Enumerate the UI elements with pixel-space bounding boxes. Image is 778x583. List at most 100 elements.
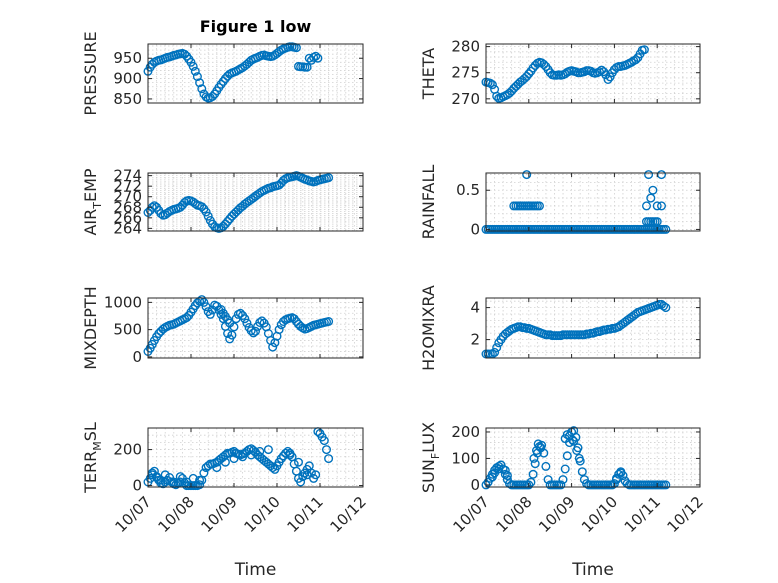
axes-frame [485, 297, 701, 359]
y-tick-label: 274 [113, 167, 142, 185]
axes-frame [485, 172, 701, 232]
data-point [238, 452, 248, 462]
data-point [203, 211, 213, 221]
data-point [188, 473, 198, 483]
data-point [560, 464, 570, 474]
axes-frame [485, 427, 701, 488]
y-tick-label: 0 [470, 476, 480, 494]
y-axis-label-suffix: SL [81, 422, 100, 441]
y-axis-label-text: H2OMIXRA [419, 285, 438, 371]
data-point [528, 469, 538, 479]
data-point [529, 453, 539, 463]
data-point [644, 170, 654, 180]
data-point [500, 469, 510, 479]
data-point [268, 342, 278, 352]
data-point [246, 326, 256, 336]
data-point [160, 470, 170, 480]
data-point [268, 463, 278, 473]
subplot-pressure: 850 900 950 PRESSURE Figure 1 low [81, 17, 364, 116]
data-point [522, 170, 532, 180]
data-point [556, 480, 566, 490]
data-point [175, 472, 185, 482]
axes-frame [485, 43, 701, 104]
data-point [572, 446, 582, 456]
data-point [248, 328, 258, 338]
data-point [657, 201, 667, 211]
y-axis-label-text: MIXDEPTH [81, 286, 100, 369]
axes-frame [147, 297, 364, 359]
y-tick-label: 270 [113, 188, 142, 206]
y-axis-label-text: PRESSURE [81, 31, 100, 115]
data-point [612, 473, 622, 483]
y-axis-label: MIXDEPTH [81, 286, 100, 369]
y-axis-label: AIRTEMP [81, 168, 104, 235]
data-point [536, 443, 546, 453]
grid-lines [485, 173, 701, 231]
y-axis-label-text: TERR [81, 451, 100, 494]
y-tick-label: 275 [451, 64, 480, 82]
data-point [492, 343, 502, 353]
data-point [235, 308, 245, 318]
data-point [574, 453, 584, 463]
data-point [205, 309, 215, 319]
data-point [255, 446, 265, 456]
y-tick-label: 0.5 [456, 181, 480, 199]
y-axis-label: SUNFLUX [419, 422, 442, 493]
y-axis-label: RAINFALL [419, 165, 438, 240]
y-axis-label-subscript: M [91, 441, 104, 451]
axes-background [147, 43, 364, 104]
y-tick-label: 200 [451, 423, 480, 441]
data-point [324, 317, 334, 327]
y-axis-label-suffix: LUX [419, 422, 438, 453]
data-point [524, 69, 534, 79]
data-point [197, 202, 207, 212]
series-points [481, 45, 649, 103]
data-point [487, 80, 497, 90]
data-point [661, 303, 671, 313]
y-axis-label-subscript: T [91, 202, 104, 210]
data-point [616, 468, 626, 478]
data-point [229, 454, 239, 464]
series-points [143, 42, 323, 103]
y-tick-label: 950 [113, 49, 142, 67]
y-axis-label: THETA [419, 48, 438, 100]
data-point [197, 84, 207, 94]
y-axis-label-text: THETA [419, 48, 438, 100]
series-points [481, 299, 671, 359]
data-point [659, 301, 669, 311]
data-point [562, 451, 572, 461]
data-point [156, 209, 166, 219]
data-point [276, 454, 286, 464]
data-point [263, 445, 273, 455]
y-axis-label: H2OMIXRA [419, 285, 438, 371]
data-point [306, 468, 316, 478]
data-point [631, 55, 641, 65]
x-axis-label: Time [571, 560, 614, 580]
data-point [302, 470, 312, 480]
data-point [313, 53, 323, 63]
data-point [195, 475, 205, 485]
data-point [220, 457, 230, 467]
axes-frame [147, 172, 364, 232]
axes-frame [147, 427, 364, 488]
data-point [586, 66, 596, 76]
data-point [274, 325, 284, 335]
data-point [180, 197, 190, 207]
y-tick-label: 500 [113, 321, 142, 339]
y-tick-label: 268 [113, 198, 142, 216]
series-points [481, 426, 671, 490]
data-point [220, 219, 230, 229]
series-points [143, 295, 334, 357]
data-point [257, 316, 267, 326]
subplot-theta: 270 275 280 THETA [419, 38, 701, 108]
data-point [190, 66, 200, 76]
y-tick-label: 200 [113, 441, 142, 459]
data-point [156, 475, 166, 485]
y-tick-label: 0 [132, 348, 142, 366]
y-axis-label-text: AIR [81, 209, 100, 236]
data-point [558, 475, 568, 485]
data-point [648, 185, 658, 195]
data-point [526, 477, 536, 487]
data-point [569, 436, 579, 446]
